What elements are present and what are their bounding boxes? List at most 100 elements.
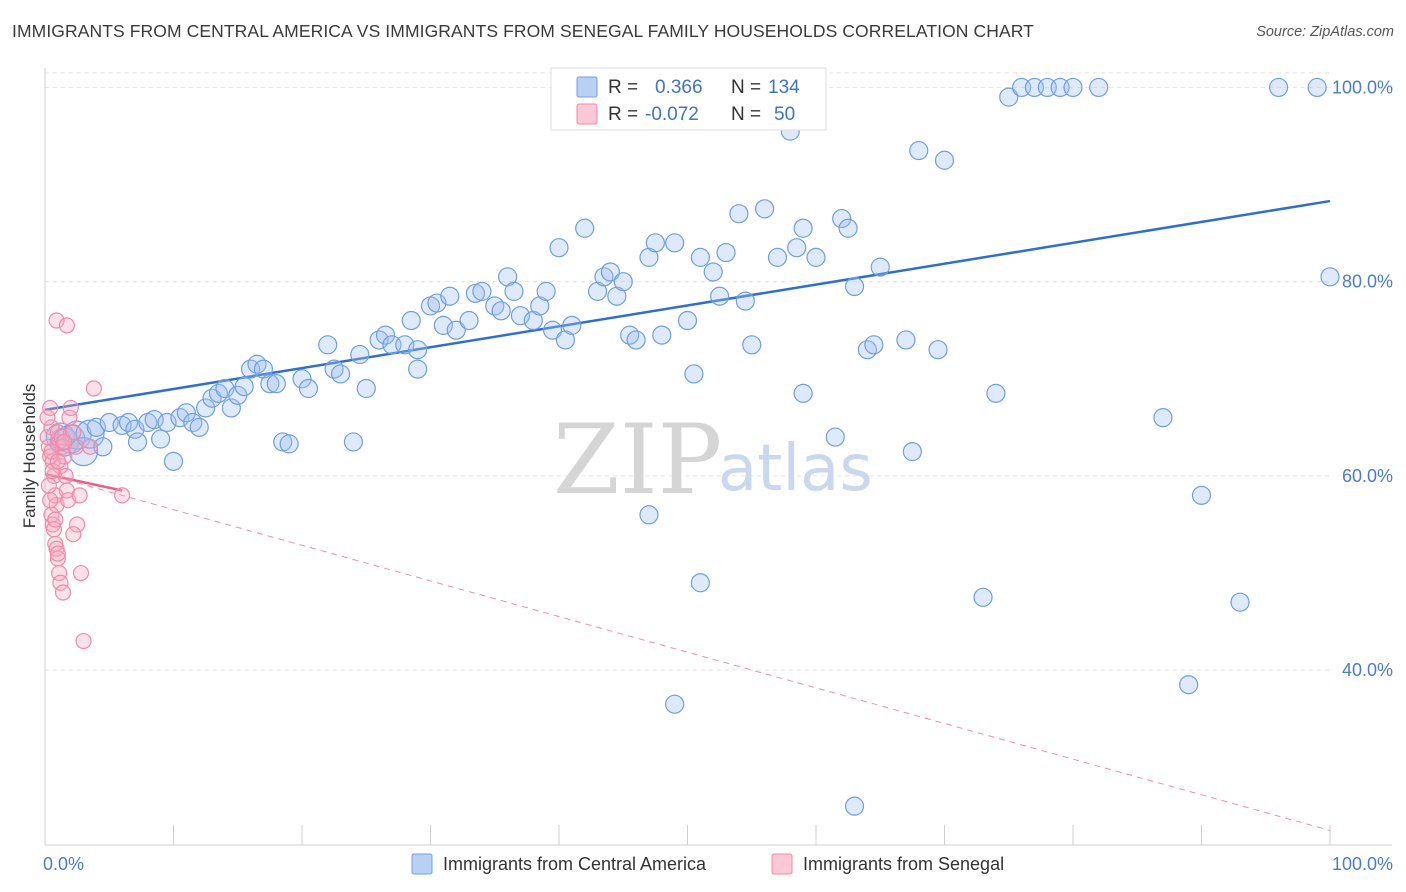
chart-source: Source: ZipAtlas.com [1256, 24, 1394, 40]
point-senegal-35 [49, 545, 66, 562]
point-central-america-60 [491, 301, 511, 321]
point-senegal-31 [42, 399, 59, 417]
point-central-america-62 [504, 281, 524, 301]
point-central-america-113 [999, 87, 1019, 107]
point-central-america-6 [86, 417, 107, 437]
point-senegal-11 [42, 492, 59, 509]
series-legend-label-senegal: Immigrants from Senegal [803, 854, 1004, 874]
point-central-america-88 [716, 242, 736, 263]
point-central-america-99 [825, 427, 845, 447]
point-central-america-112 [986, 383, 1006, 403]
point-senegal-42 [81, 438, 99, 455]
legend-n-value-1: 134 [768, 77, 800, 98]
point-senegal-45 [58, 317, 75, 334]
point-central-america-111 [973, 587, 993, 607]
x-tick-label-0: 0.0% [43, 854, 84, 874]
point-central-america-50 [408, 359, 428, 379]
point-central-america-104 [864, 335, 884, 355]
point-central-america-45 [375, 325, 396, 345]
point-senegal-48 [56, 433, 73, 451]
point-central-america-91 [742, 335, 762, 355]
legend-n-label-1: N = [731, 77, 761, 98]
point-central-america-123 [1230, 592, 1250, 612]
point-central-america-122 [1191, 485, 1212, 505]
series-legend-label-central-america: Immigrants from Central America [443, 854, 707, 874]
point-senegal-49 [113, 487, 131, 504]
y-tick-label-2: 80.0% [1342, 272, 1393, 292]
series-legend: Immigrants from Central America Immigran… [411, 853, 1004, 875]
y-tick-label-0: 40.0% [1342, 660, 1393, 680]
point-central-america-68 [549, 238, 569, 258]
point-central-america-26 [221, 398, 241, 418]
point-central-america-93 [767, 247, 788, 267]
point-central-america-129 [639, 505, 659, 525]
watermark-atlas: atlas [718, 432, 873, 506]
point-central-america-66 [536, 281, 556, 301]
point-central-america-56 [459, 310, 479, 331]
point-central-america-37 [298, 378, 319, 399]
point-central-america-40 [330, 364, 351, 384]
point-central-america-108 [909, 140, 929, 161]
point-central-america-35 [279, 434, 299, 454]
point-central-america-97 [793, 383, 813, 403]
point-central-america-110 [934, 150, 955, 170]
point-senegal-47 [49, 453, 66, 470]
point-central-america-101 [838, 218, 858, 238]
point-central-america-81 [652, 325, 672, 345]
point-central-america-131 [665, 694, 685, 714]
point-central-america-63 [510, 306, 531, 326]
point-central-america-55 [446, 320, 466, 340]
y-tick-label-3: 100.0% [1332, 77, 1393, 97]
point-senegal-32 [43, 443, 60, 460]
trend-line-central-america [44, 199, 1331, 412]
watermark-zip: ZIP [553, 404, 722, 516]
point-central-america-98 [806, 247, 826, 267]
legend-r-value-1: 0.366 [655, 77, 703, 98]
point-central-america-16 [157, 412, 177, 433]
point-central-america-84 [684, 364, 704, 384]
point-central-america-17 [163, 451, 184, 471]
point-central-america-12 [127, 432, 148, 452]
point-senegal-40 [72, 564, 90, 582]
point-central-america-89 [729, 204, 749, 224]
point-central-america-80 [645, 233, 665, 253]
point-senegal-39 [71, 487, 88, 504]
trend-line-senegal-extended [44, 473, 1331, 831]
point-central-america-41 [343, 432, 363, 452]
point-central-america-125 [1307, 77, 1327, 98]
point-senegal-36 [52, 574, 69, 591]
point-central-america-71 [575, 218, 595, 238]
watermark: ZIP atlas [553, 404, 873, 516]
point-central-america-83 [677, 310, 698, 331]
point-central-america-105 [870, 257, 890, 277]
legend-r-label-1: R = [608, 77, 638, 98]
point-central-america-78 [626, 330, 646, 350]
point-central-america-86 [703, 262, 723, 282]
point-senegal-33 [44, 462, 61, 480]
series-legend-swatch-senegal [771, 853, 793, 875]
legend-r-value-2: -0.072 [645, 104, 699, 125]
y-axis-label: Family Households [20, 384, 39, 529]
y-tick-label-1: 60.0% [1342, 466, 1393, 486]
point-central-america-53 [433, 315, 453, 335]
point-central-america-130 [690, 573, 710, 593]
series-legend-swatch-central-america [411, 853, 433, 875]
point-senegal-10 [40, 477, 57, 494]
legend-r-label-2: R = [608, 104, 638, 125]
point-central-america-102 [844, 276, 865, 297]
point-central-america-47 [395, 335, 415, 355]
point-central-america-74 [600, 262, 621, 282]
point-senegal-46 [65, 526, 82, 543]
point-central-america-106 [896, 330, 916, 350]
point-senegal-34 [47, 511, 64, 528]
point-central-america-42 [350, 344, 370, 365]
point-central-america-7 [93, 437, 113, 457]
point-central-america-82 [665, 233, 685, 253]
point-central-america-22 [196, 398, 216, 418]
point-central-america-87 [710, 286, 730, 306]
point-central-america-36 [292, 369, 312, 389]
stats-legend: R = 0.366 N = 134 R = -0.072 N = 50 [550, 67, 827, 131]
point-central-america-85 [690, 247, 710, 267]
point-central-america-109 [928, 340, 948, 360]
x-tick-label-1: 100.0% [1332, 854, 1393, 874]
